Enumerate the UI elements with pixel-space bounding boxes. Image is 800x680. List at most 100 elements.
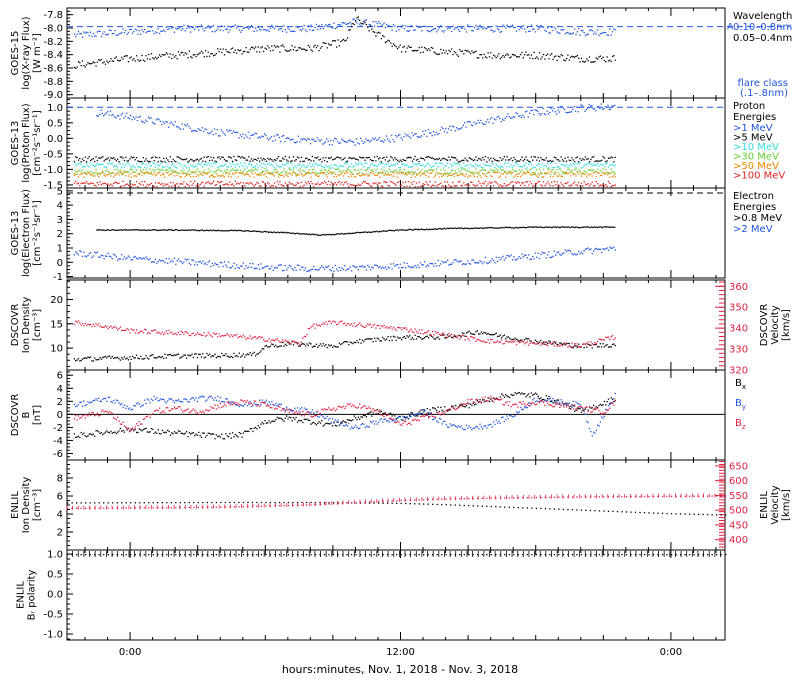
data-point: [92, 360, 94, 362]
data-point: [407, 265, 410, 267]
data-point: [231, 229, 233, 231]
data-point: [599, 174, 602, 177]
data-point: [255, 230, 258, 233]
data-point: [168, 329, 170, 332]
data-point: [405, 51, 407, 53]
data-point: [279, 345, 281, 347]
data-point: [79, 184, 81, 187]
data-point: [505, 159, 507, 161]
data-point: [331, 144, 333, 146]
data-point: [80, 163, 82, 166]
data-point: [286, 162, 288, 164]
data-point: [413, 50, 415, 52]
data-point: [514, 175, 516, 177]
data-point: [574, 110, 577, 112]
data-point: [422, 25, 424, 27]
data-point: [131, 118, 133, 121]
data-point: [149, 183, 151, 185]
data-point: [81, 158, 84, 160]
data-point: [542, 53, 545, 56]
data-point: [115, 229, 117, 231]
data-point: [392, 182, 395, 184]
data-point: [354, 158, 357, 160]
data-point: [314, 44, 316, 47]
data-point: [334, 168, 337, 170]
data-point: [382, 171, 384, 174]
data-point: [225, 171, 227, 173]
data-point: [601, 159, 603, 162]
data-point: [213, 176, 215, 178]
data-point: [281, 135, 283, 137]
data-point: [322, 171, 324, 174]
data-point: [456, 260, 458, 262]
data-point: [461, 173, 464, 175]
data-point: [564, 249, 566, 251]
data-point: [407, 229, 409, 231]
data-point: [84, 156, 86, 158]
data-point: [544, 58, 546, 60]
data-point: [507, 255, 510, 257]
data-point: [587, 343, 589, 346]
data-point: [357, 18, 359, 21]
data-point: [569, 170, 572, 173]
data-point: [198, 160, 200, 162]
data-point: [306, 172, 308, 174]
data-point: [463, 174, 465, 176]
data-point: [549, 175, 551, 178]
data-point: [541, 251, 543, 254]
data-point: [556, 59, 558, 61]
data-point: [536, 175, 538, 177]
data-point: [157, 160, 159, 163]
data-point: [204, 50, 207, 52]
data-point: [574, 28, 576, 30]
data-point: [307, 172, 309, 174]
data-point: [264, 266, 266, 268]
data-point: [592, 171, 595, 174]
data-point: [233, 169, 235, 171]
data-point: [589, 105, 592, 107]
data-point: [79, 250, 81, 252]
data-point: [188, 160, 190, 162]
data-point: [567, 168, 569, 171]
data-point: [283, 176, 285, 178]
data-point: [353, 168, 355, 171]
data-point: [194, 353, 196, 355]
data-point: [473, 121, 475, 123]
data-point: [194, 28, 196, 31]
data-point: [304, 267, 307, 269]
data-point: [214, 262, 216, 264]
data-point: [118, 171, 120, 173]
data-point: [160, 55, 162, 58]
data-point: [104, 355, 107, 358]
data-point: [112, 60, 115, 63]
data-point: [366, 231, 369, 234]
data-point: [158, 259, 161, 261]
data-point: [433, 158, 435, 160]
data-point: [110, 157, 112, 159]
data-point: [488, 159, 491, 161]
data-point: [202, 334, 204, 337]
data-point: [411, 25, 414, 28]
data-point: [177, 353, 180, 355]
data-point: [326, 346, 328, 349]
data-point: [191, 165, 193, 167]
data-point: [353, 184, 355, 187]
data-point: [179, 176, 181, 178]
data-point: [494, 262, 496, 264]
data-point: [595, 343, 597, 346]
data-point: [387, 184, 389, 187]
data-point: [287, 340, 289, 342]
data-point: [219, 135, 221, 137]
data-point: [327, 140, 329, 143]
data-point: [457, 181, 460, 183]
data-point: [605, 161, 607, 163]
data-point: [129, 185, 131, 187]
data-point: [123, 256, 126, 258]
data-point: [75, 360, 77, 362]
data-point: [313, 345, 315, 347]
data-point: [440, 263, 442, 265]
data-point: [327, 170, 330, 172]
data-point: [265, 48, 268, 50]
data-point: [373, 31, 376, 34]
data-point: [177, 51, 180, 53]
